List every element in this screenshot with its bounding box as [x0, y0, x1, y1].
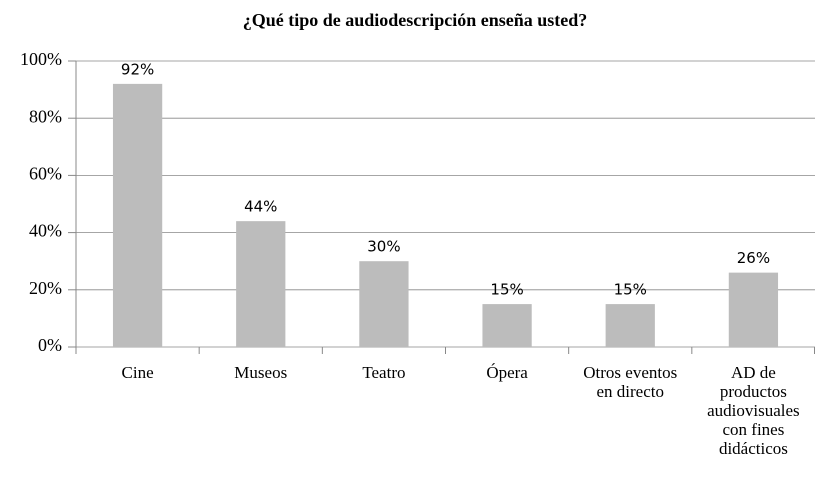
- value-label: 15%: [614, 281, 647, 299]
- value-label: 92%: [121, 60, 154, 78]
- y-tick-label: 80%: [29, 106, 62, 126]
- y-tick-label: 60%: [29, 164, 62, 184]
- y-tick-label: 20%: [29, 278, 62, 298]
- x-tick-label: Otros eventos en directo: [583, 363, 678, 401]
- value-label: 44%: [244, 198, 277, 216]
- value-label: 30%: [367, 238, 400, 256]
- value-label: 15%: [490, 281, 523, 299]
- bar: [728, 272, 779, 347]
- y-tick-label: 100%: [20, 49, 62, 69]
- bar: [236, 221, 286, 347]
- value-label: 26%: [737, 249, 770, 267]
- x-tick-label: Teatro: [362, 363, 406, 382]
- y-tick-label: 40%: [29, 221, 62, 241]
- bar: [482, 304, 532, 347]
- y-tick-label: 0%: [38, 335, 62, 355]
- x-tick-label: AD de productos audiovisuales con fines …: [707, 363, 800, 458]
- x-tick-label: Cine: [121, 363, 154, 382]
- x-tick-label: Museos: [234, 363, 288, 382]
- bar: [359, 261, 409, 347]
- chart-title: ¿Qué tipo de audiodescripción enseña ust…: [243, 10, 588, 30]
- x-tick-label: Ópera: [486, 363, 528, 382]
- bar: [112, 83, 163, 347]
- bar: [605, 304, 655, 347]
